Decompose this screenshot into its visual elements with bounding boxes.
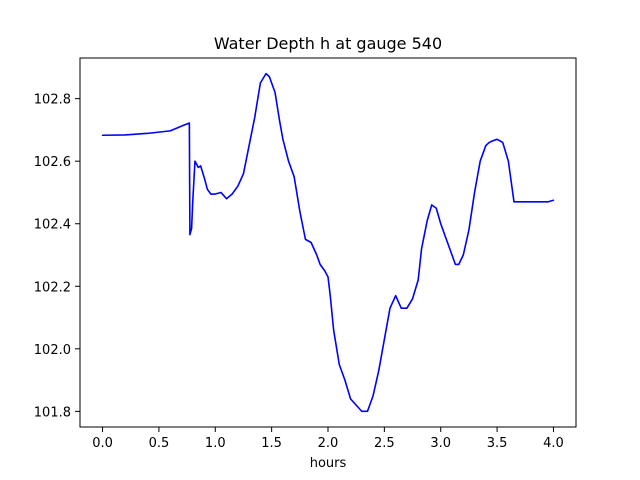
y-tick-label: 102.0 bbox=[34, 343, 71, 358]
y-tick-label: 101.8 bbox=[34, 405, 71, 420]
x-tick-label: 3.0 bbox=[430, 436, 451, 451]
chart-title: Water Depth h at gauge 540 bbox=[214, 34, 442, 53]
x-tick-label: 2.0 bbox=[318, 436, 339, 451]
y-tick-label: 102.6 bbox=[34, 155, 71, 170]
y-tick-label: 102.2 bbox=[34, 280, 71, 295]
y-tick-label: 102.4 bbox=[34, 218, 71, 233]
y-tick-label: 102.8 bbox=[34, 93, 71, 108]
y-axis: 101.8 102.0 102.2 102.4 102.6 102.8 bbox=[34, 93, 80, 420]
x-axis-label: hours bbox=[310, 456, 347, 471]
water-depth-line bbox=[101, 72, 555, 413]
x-tick-label: 1.5 bbox=[261, 436, 282, 451]
x-tick-label: 1.0 bbox=[205, 436, 226, 451]
x-tick-label: 0.0 bbox=[92, 436, 113, 451]
plot-content bbox=[101, 72, 555, 413]
x-tick-label: 0.5 bbox=[149, 436, 170, 451]
x-tick-label: 4.0 bbox=[543, 436, 564, 451]
x-tick-label: 3.5 bbox=[487, 436, 508, 451]
x-axis: 0.0 0.5 1.0 1.5 2.0 2.5 3.0 3.5 4.0 bbox=[92, 427, 564, 451]
x-tick-label: 2.5 bbox=[374, 436, 395, 451]
